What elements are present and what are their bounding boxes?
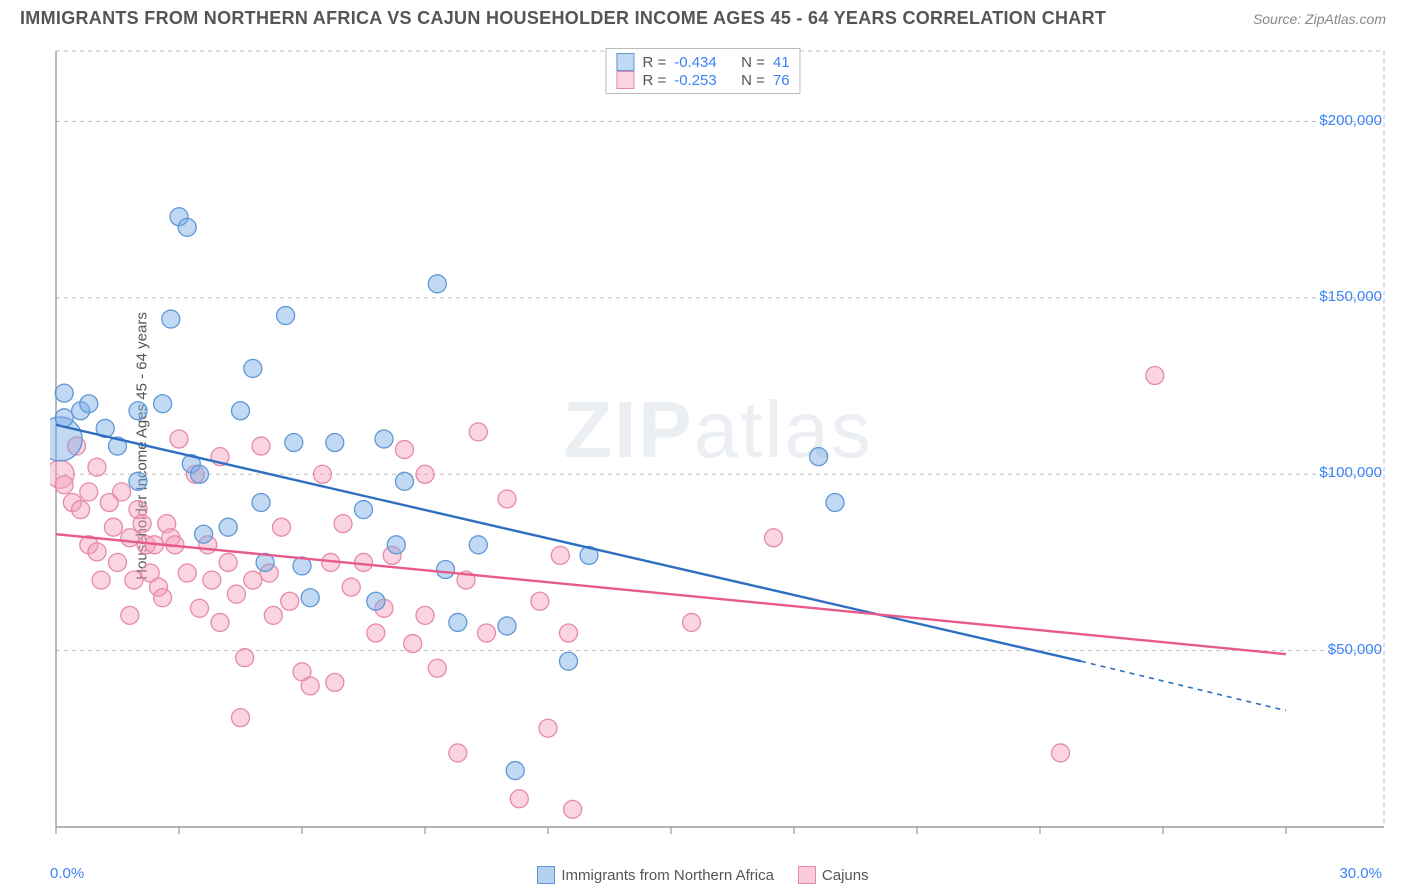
stats-row-2: R = -0.253 N = 76 [616, 71, 789, 89]
legend-swatch-immigrants [537, 866, 555, 884]
legend-swatch-2 [616, 71, 634, 89]
chart-title: IMMIGRANTS FROM NORTHERN AFRICA VS CAJUN… [20, 8, 1106, 29]
legend-swatch-1 [616, 53, 634, 71]
stats-row-1: R = -0.434 N = 41 [616, 53, 789, 71]
title-bar: IMMIGRANTS FROM NORTHERN AFRICA VS CAJUN… [0, 0, 1406, 33]
y-tick-label: $200,000 [1319, 112, 1382, 129]
y-tick-label: $50,000 [1328, 641, 1382, 658]
source-label: Source: ZipAtlas.com [1253, 11, 1386, 27]
y-tick-label: $100,000 [1319, 464, 1382, 481]
legend-swatch-cajuns [798, 866, 816, 884]
legend-item-1: Immigrants from Northern Africa [537, 866, 774, 884]
bottom-legend: Immigrants from Northern Africa Cajuns [0, 866, 1406, 884]
chart-area: ZIPatlas [50, 45, 1386, 847]
stats-legend: R = -0.434 N = 41 R = -0.253 N = 76 [605, 48, 800, 94]
scatter-plot [50, 45, 1386, 847]
legend-item-2: Cajuns [798, 866, 869, 884]
y-tick-label: $150,000 [1319, 288, 1382, 305]
